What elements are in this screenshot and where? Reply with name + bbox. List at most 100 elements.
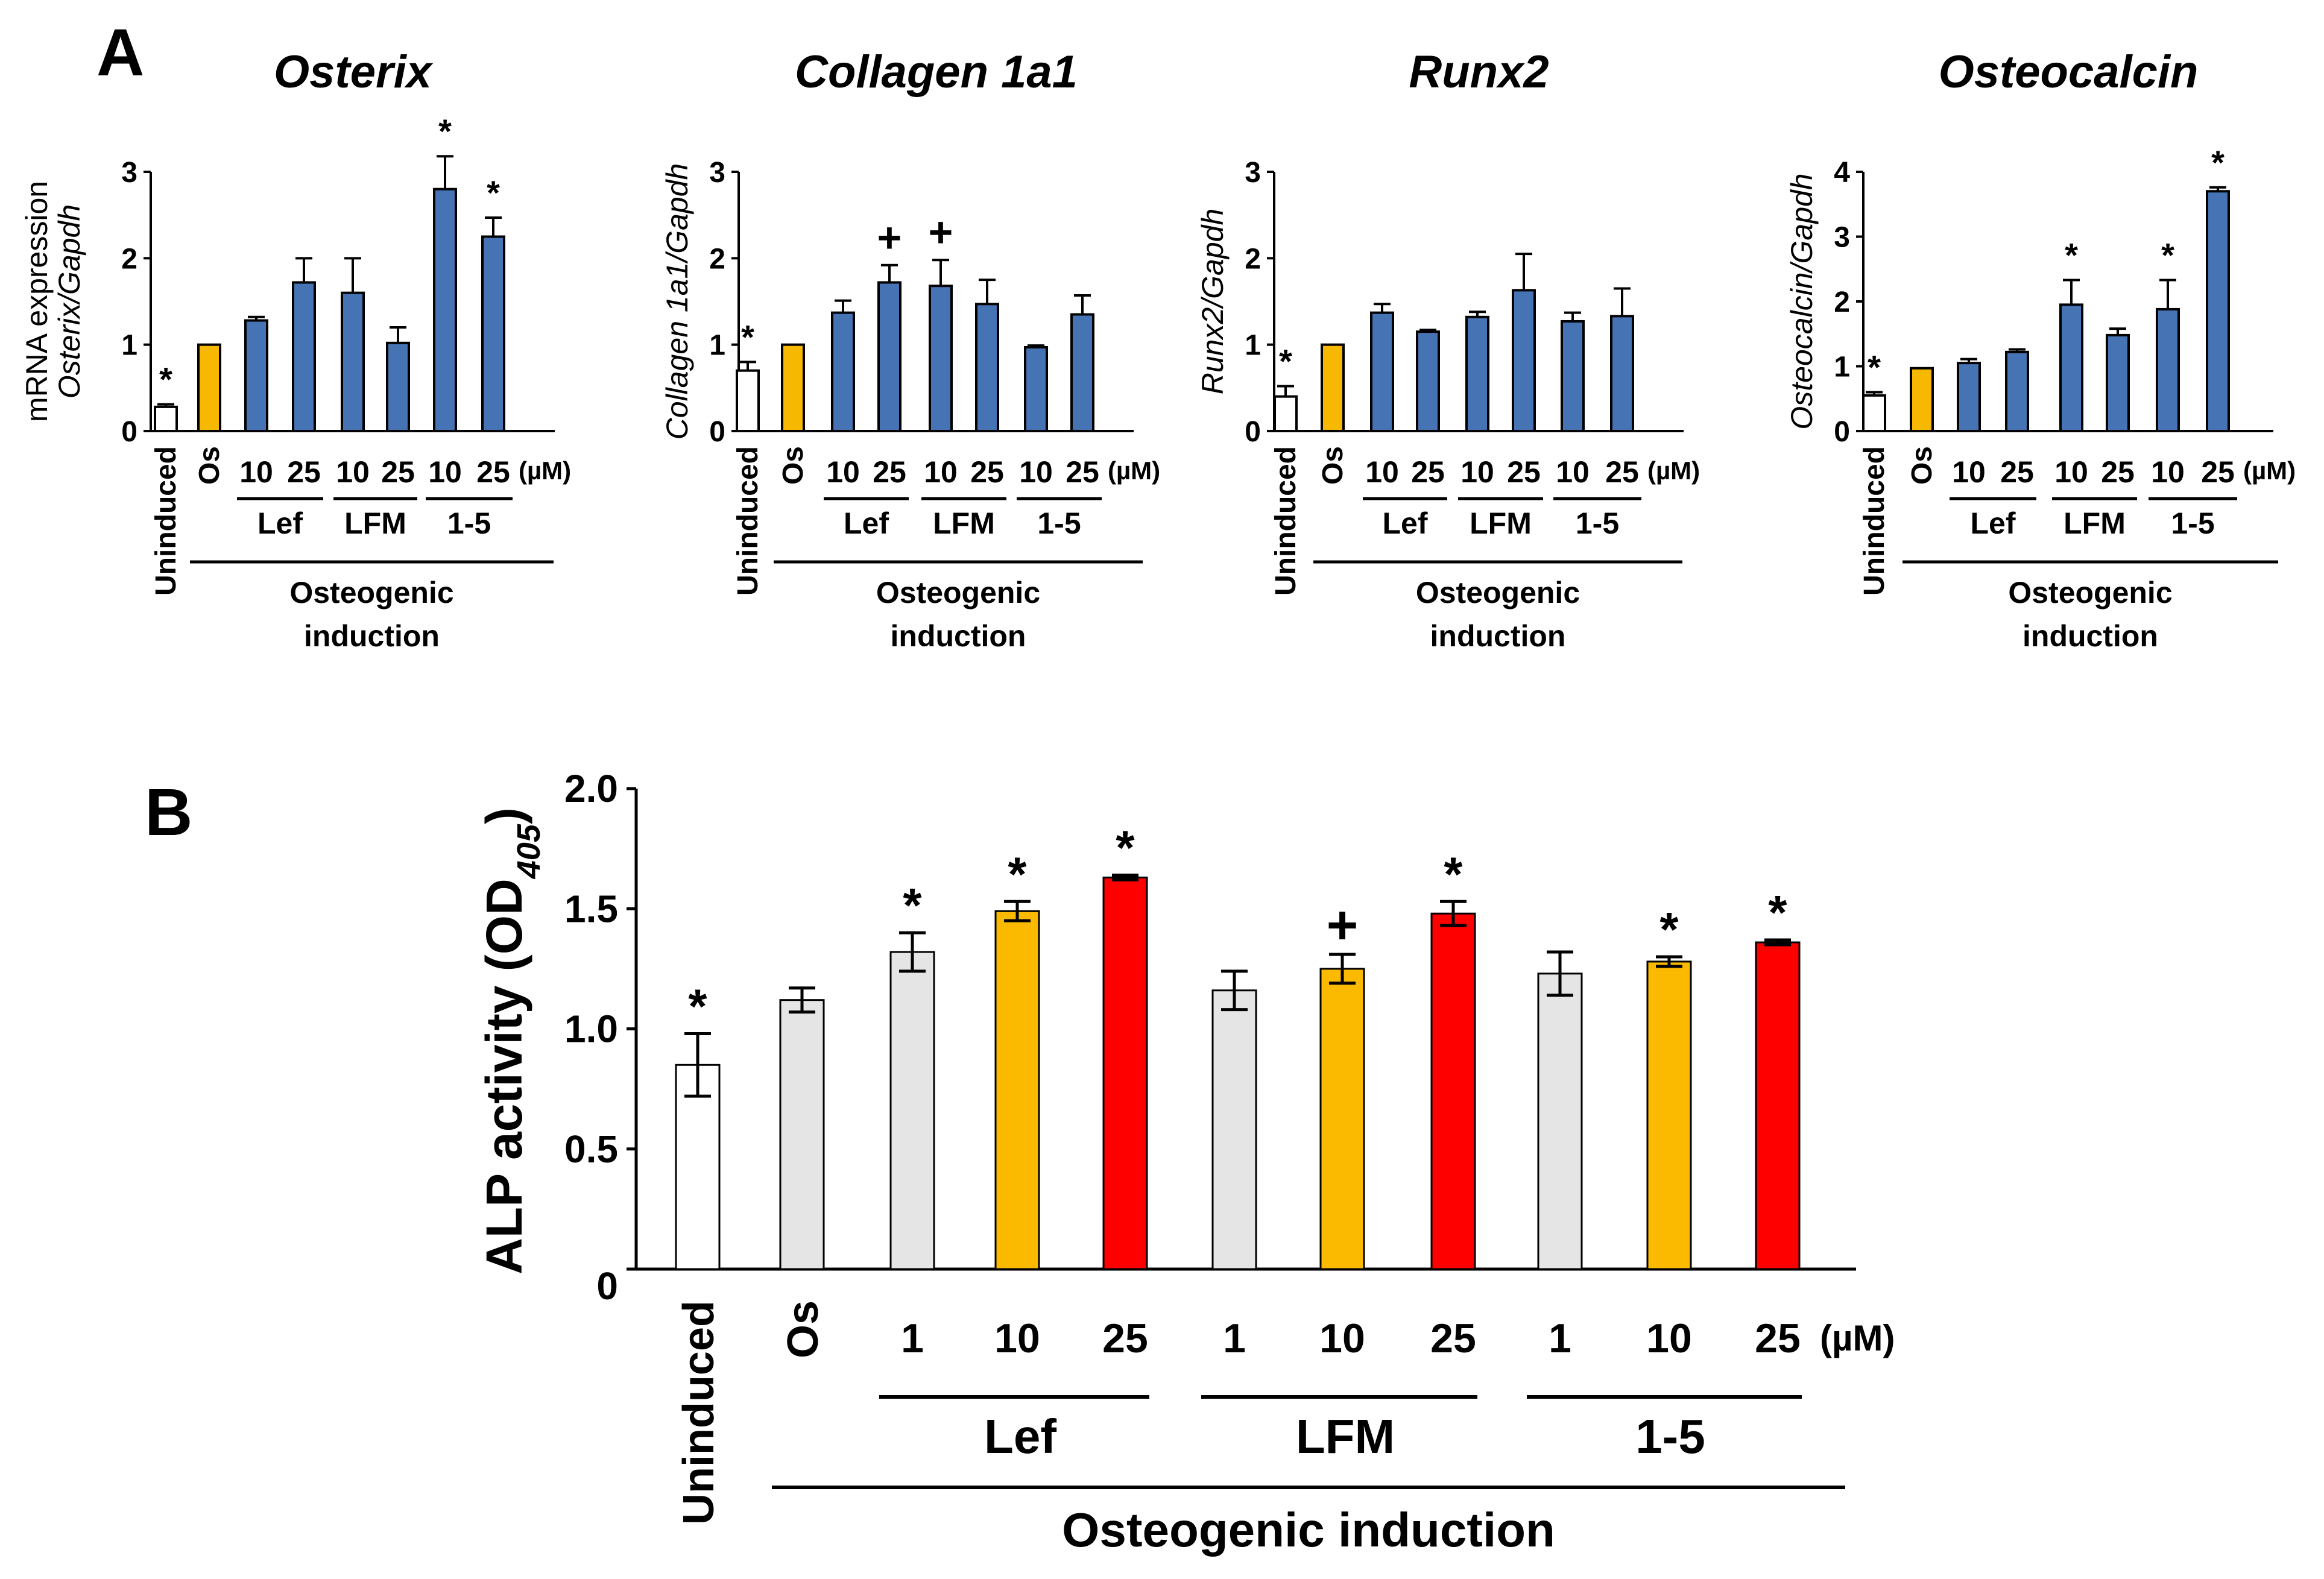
panel-label-b: B — [145, 775, 192, 849]
bar — [1370, 311, 1394, 433]
bar — [1024, 345, 1048, 433]
y-axis-label-close: ) — [476, 807, 532, 824]
significance-mark: * — [741, 318, 754, 356]
x-label-concentration: 25 — [1411, 455, 1445, 489]
y-tick-label: 1 — [121, 330, 137, 362]
x-label-concentration: 10 — [826, 455, 860, 489]
x-label-uninduced: Uninduced — [150, 446, 182, 596]
bar — [292, 281, 316, 433]
x-label-concentration: 10 — [1460, 455, 1494, 489]
x-label-uninduced: Uninduced — [1858, 446, 1890, 596]
chart-runx2: Runx2 Runx2/Gapdh 0 1 2 3 * Uninduced Os 10 25 10 25… — [1196, 46, 1700, 653]
group-label: 1-5 — [1037, 506, 1081, 540]
y-tick-label: 1 — [1834, 351, 1850, 383]
group-label: Lef — [1971, 506, 2016, 540]
significance-mark: * — [1868, 348, 1881, 386]
x-label-concentration: 25 — [2101, 455, 2135, 489]
significance-mark: * — [2161, 236, 2174, 274]
x-label-concentration: 25 — [287, 455, 321, 489]
significance-mark: * — [438, 112, 452, 150]
chart-osteocalcin: Osteocalcin Osteocalcin/Gapdh 0 1 2 3 4 * * * * Uni… — [1785, 46, 2296, 653]
x-label-concentration: 10 — [1556, 455, 1590, 489]
significance-mark: + — [877, 214, 902, 261]
y-tick-label: 0 — [1834, 416, 1850, 448]
bar — [1610, 315, 1634, 432]
chart-title: Collagen 1a1 — [795, 46, 1078, 98]
x-label-concentration: 25 — [1430, 1316, 1476, 1361]
y-axis-label-top: mRNA expression — [20, 181, 54, 422]
x-label-concentration: 25 — [1507, 455, 1541, 489]
bar — [1211, 989, 1257, 1270]
y-axis-label: Osteocalcin/Gapdh — [1785, 173, 1819, 429]
y-tick-label: 2 — [709, 243, 725, 275]
x-label-concentration: 25 — [2201, 455, 2235, 489]
x-label-concentration: 25 — [381, 455, 415, 489]
x-label-concentration: 10 — [994, 1316, 1040, 1361]
y-tick-label: 1.5 — [564, 887, 618, 930]
y-tick-label: 0 — [596, 1264, 618, 1308]
y-tick-label: 0 — [709, 416, 725, 448]
group-label: Lef — [1383, 506, 1428, 540]
x-label-concentration: 10 — [1646, 1316, 1692, 1361]
induction-label-line2: induction — [891, 619, 1026, 653]
x-label-concentration: 1 — [901, 1316, 924, 1361]
unit-label: (µM) — [1108, 456, 1160, 485]
bar — [994, 910, 1040, 1270]
y-tick-label: 2 — [1834, 286, 1850, 318]
x-label-concentration: 25 — [1605, 455, 1639, 489]
significance-mark: + — [929, 209, 953, 256]
significance-mark: * — [1444, 847, 1463, 901]
induction-label-line1: Osteogenic — [1416, 576, 1580, 610]
bar — [929, 285, 953, 433]
y-tick-label: 3 — [1834, 222, 1850, 254]
y-axis-label: Collagen 1a1/Gapdh — [660, 163, 694, 440]
x-label-concentration: 25 — [1102, 1316, 1148, 1361]
y-tick-label: 1 — [1245, 330, 1261, 362]
x-label-concentration: 10 — [336, 455, 370, 489]
y-tick-label: 2 — [1245, 243, 1261, 275]
x-label-concentration: 25 — [1755, 1316, 1801, 1361]
x-label-concentration: 25 — [970, 455, 1004, 489]
x-label-uninduced: Uninduced — [1270, 446, 1302, 596]
x-label-concentration: 25 — [2000, 455, 2034, 489]
bar — [1070, 313, 1094, 432]
induction-label-line2: induction — [2022, 619, 2158, 653]
y-axis-label: Osterix/Gapdh — [52, 204, 86, 399]
bar — [889, 951, 935, 1270]
x-label-concentration: 10 — [2054, 455, 2088, 489]
group-label: LFM — [2063, 506, 2126, 540]
group-label: LFM — [1470, 506, 1532, 540]
x-label-os: Os — [1906, 446, 1938, 485]
bar — [831, 311, 855, 433]
x-label-concentration: 10 — [1952, 455, 1986, 489]
group-label: 1-5 — [447, 506, 491, 540]
bar — [1319, 968, 1365, 1270]
x-label-concentration: 10 — [924, 455, 958, 489]
group-label: Lef — [984, 1410, 1056, 1463]
chart-title: Runx2 — [1409, 46, 1549, 98]
bar — [1102, 876, 1148, 1270]
group-label: LFM — [344, 506, 406, 540]
induction-label-line1: Osteogenic — [289, 576, 453, 610]
chart-collagen-1a1: Collagen 1a1 Collagen 1a1/Gapdh 0 1 2 3 * + + Uni… — [660, 46, 1160, 653]
significance-mark: * — [1116, 821, 1135, 874]
bar — [1430, 912, 1476, 1270]
x-label-os: Os — [1317, 446, 1349, 485]
bar — [675, 1064, 721, 1270]
y-tick-label: 4 — [1834, 157, 1850, 189]
x-label-concentration: 1 — [1549, 1316, 1571, 1361]
bar — [1274, 395, 1298, 433]
group-label: Lef — [257, 506, 303, 540]
significance-mark: * — [487, 174, 500, 212]
x-label-concentration: 10 — [1319, 1316, 1365, 1361]
x-label-os: Os — [777, 446, 809, 485]
y-tick-label: 1.0 — [564, 1007, 618, 1051]
bar — [779, 999, 825, 1270]
bar — [1465, 315, 1489, 432]
bar — [197, 343, 221, 433]
y-axis-label: ALP activity (OD405) — [476, 807, 547, 1275]
induction-label-line2: induction — [1430, 619, 1566, 653]
y-tick-label: 0 — [1245, 416, 1261, 448]
bar — [1862, 394, 1886, 432]
x-label-concentration: 10 — [428, 455, 462, 489]
